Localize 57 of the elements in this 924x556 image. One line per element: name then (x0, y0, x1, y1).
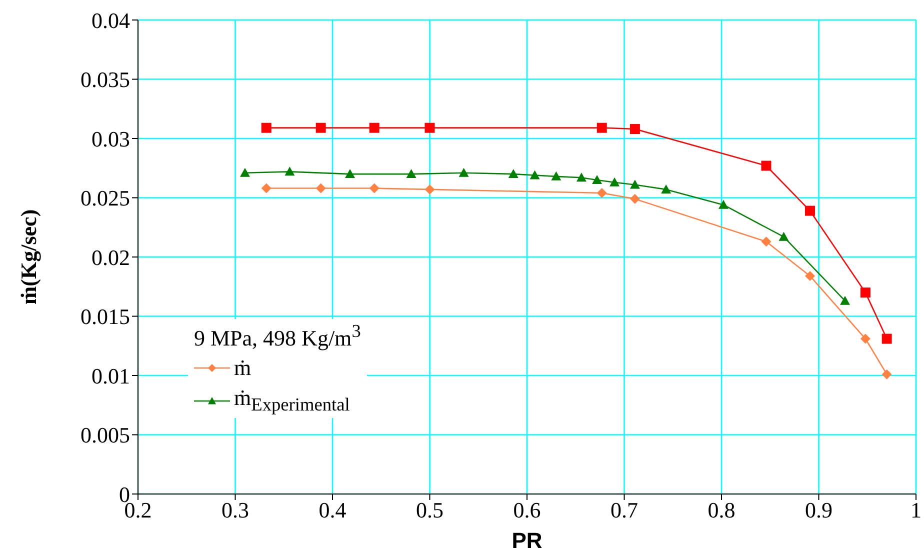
point (804, 206, 815, 216)
point (369, 122, 380, 133)
point (284, 166, 295, 176)
legend-label: ṁ$_{Experimental}$ (234, 385, 350, 416)
point (840, 296, 850, 305)
y-tick-label: 0.02 (92, 244, 130, 270)
point (661, 184, 672, 194)
point (592, 174, 602, 184)
x-tick-label: 1 (910, 498, 922, 523)
point (761, 236, 772, 247)
y-tick-label: 0.025 (80, 186, 130, 211)
point (240, 168, 250, 177)
y-tick-label: 0.015 (80, 304, 130, 330)
x-tick-label: 0.5 (416, 498, 444, 523)
point (804, 270, 815, 281)
point (596, 188, 607, 198)
point (630, 180, 640, 189)
x-tick-label: 0.8 (708, 498, 736, 523)
y-tick-label: 0.01 (92, 363, 130, 388)
point (261, 183, 272, 194)
x-tick-label: 0.7 (610, 498, 638, 523)
point (630, 194, 640, 204)
point (406, 169, 416, 178)
point (576, 172, 586, 182)
point (630, 124, 640, 134)
point (261, 122, 272, 133)
x-tick-label: 0.4 (318, 498, 346, 523)
point (369, 183, 380, 194)
point (778, 232, 789, 241)
point (610, 177, 620, 186)
y-tick-label: 0.04 (92, 8, 130, 33)
point (761, 160, 772, 171)
point (458, 168, 469, 177)
x-tick-label: 0.6 (513, 498, 541, 523)
y-tick-label: 0.005 (80, 422, 130, 448)
point (345, 169, 356, 178)
point (596, 122, 607, 133)
point (860, 334, 870, 344)
y-tick-label: 0.03 (92, 126, 130, 152)
point (424, 122, 435, 133)
y-axis-title: ṁ(Kg/sec) (16, 209, 41, 305)
point (551, 171, 562, 180)
point (424, 184, 435, 194)
legend-title: 9 MPa, 498 Kg/m$^{3}$ (194, 321, 361, 352)
point (316, 122, 326, 133)
x-axis-title: PR (512, 528, 542, 553)
point (860, 288, 870, 298)
y-tick-label: 0.035 (80, 67, 130, 92)
x-tick-label: 0.9 (805, 498, 832, 523)
point (530, 170, 540, 180)
point (882, 334, 892, 344)
point (882, 369, 892, 380)
legend-label: ṁ (234, 355, 252, 382)
x-tick-label: 0.3 (222, 498, 249, 523)
point (316, 183, 326, 194)
point (718, 200, 728, 209)
point (508, 169, 518, 178)
